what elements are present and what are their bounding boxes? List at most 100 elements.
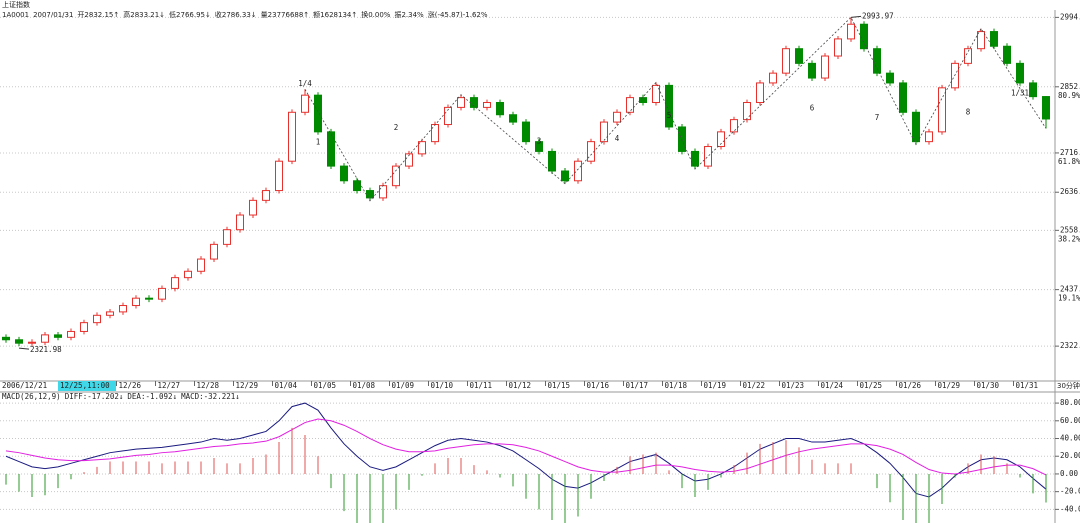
candle-body bbox=[1003, 45, 1011, 64]
candle bbox=[15, 336, 23, 347]
candle bbox=[691, 148, 699, 170]
candle bbox=[28, 339, 36, 347]
candle bbox=[730, 116, 738, 135]
macd-y-tick-label: 20.00 bbox=[1060, 451, 1080, 460]
candle bbox=[665, 82, 673, 130]
x-tick-label: 01/04 bbox=[275, 381, 298, 390]
candle bbox=[158, 285, 166, 303]
candle-body bbox=[470, 97, 478, 108]
candle-body bbox=[1016, 62, 1024, 84]
candle-body bbox=[392, 165, 400, 187]
candle-body bbox=[496, 102, 504, 116]
macd-y-tick-label: 60.00 bbox=[1060, 416, 1080, 425]
x-tick-label: 01/25 bbox=[860, 381, 883, 390]
candle bbox=[639, 94, 647, 106]
info-item: 收2786.33↓ bbox=[215, 10, 257, 19]
candle-body bbox=[704, 146, 712, 167]
candle bbox=[340, 163, 348, 184]
candle-body bbox=[912, 111, 920, 143]
candle bbox=[145, 295, 153, 303]
info-item: 低2766.95↓ bbox=[169, 10, 211, 19]
candle-body bbox=[626, 97, 634, 113]
candle bbox=[197, 256, 205, 275]
candle-body bbox=[821, 55, 829, 79]
x-tick-label: 01/30 bbox=[977, 381, 1000, 390]
x-tick-label: 01/15 bbox=[548, 381, 571, 390]
candle bbox=[41, 331, 49, 346]
high-pointer bbox=[850, 15, 862, 18]
x-tick-label: 01/29 bbox=[938, 381, 961, 390]
candle-body bbox=[756, 82, 764, 104]
candle bbox=[912, 109, 920, 145]
candle-body bbox=[873, 48, 881, 74]
candle-body bbox=[847, 23, 855, 40]
candle-body bbox=[379, 185, 387, 199]
wave-label: 1 bbox=[316, 138, 321, 147]
candle-body bbox=[301, 94, 309, 113]
macd-legend-arrow: ↓ bbox=[173, 392, 178, 401]
candle-body bbox=[405, 153, 413, 167]
candle-body bbox=[1029, 82, 1037, 98]
wave-label: 6 bbox=[810, 103, 815, 112]
macd-legend-value: -17.202 bbox=[87, 392, 119, 401]
candle bbox=[509, 111, 517, 126]
candle bbox=[210, 241, 218, 262]
x-tick-label: 01/05 bbox=[314, 381, 337, 390]
candle bbox=[496, 99, 504, 118]
x-tick-label: 12/29 bbox=[236, 381, 259, 390]
candle bbox=[392, 163, 400, 189]
candle-body bbox=[769, 72, 777, 84]
candle bbox=[769, 70, 777, 86]
info-item: 涨(-45.87)-1.62% bbox=[428, 10, 488, 19]
candle bbox=[262, 187, 270, 204]
candle bbox=[613, 109, 621, 126]
x-tick-label: 01/23 bbox=[782, 381, 805, 390]
candle-body bbox=[483, 102, 491, 108]
candle bbox=[678, 124, 686, 155]
info-item: 高2833.21↓ bbox=[123, 10, 165, 19]
candle bbox=[353, 177, 361, 194]
x-tick-label: 01/26 bbox=[899, 381, 922, 390]
x-tick-label: 01/22 bbox=[743, 381, 766, 390]
candle-body bbox=[132, 297, 140, 307]
candle bbox=[834, 35, 842, 59]
candle bbox=[80, 319, 88, 335]
percent-tick-label: 61.8% bbox=[1058, 157, 1080, 166]
candle-body bbox=[275, 160, 283, 192]
chart-title: 上证指数 bbox=[2, 0, 30, 9]
candle bbox=[756, 80, 764, 106]
x-tick-label: 12/27 bbox=[158, 381, 181, 390]
candle-body bbox=[743, 102, 751, 121]
x-tick-label: 01/08 bbox=[353, 381, 376, 390]
wave-label: 5 bbox=[667, 111, 672, 120]
candle-body bbox=[652, 84, 660, 104]
candle-body bbox=[236, 214, 244, 231]
x-tick-label: 01/24 bbox=[821, 381, 844, 390]
candle bbox=[236, 212, 244, 233]
candle bbox=[119, 302, 127, 315]
x-tick-label: 12/26 bbox=[119, 381, 142, 390]
macd-legend-value: -1.092 bbox=[145, 392, 172, 401]
candle-body bbox=[691, 150, 699, 167]
y-tick-label: 2994.0 bbox=[1060, 12, 1080, 21]
candle bbox=[938, 84, 946, 135]
info-item: 量23776688↑ bbox=[261, 11, 310, 19]
x-tick-label: 01/18 bbox=[665, 381, 688, 390]
macd-title: MACD(26,12,9) bbox=[2, 392, 61, 401]
candle bbox=[704, 143, 712, 170]
candle-body bbox=[522, 121, 530, 143]
period-label: 30分钟 bbox=[1057, 381, 1080, 390]
candle-body bbox=[41, 334, 49, 343]
candle-body bbox=[418, 141, 426, 155]
percent-tick-label: 38.2% bbox=[1058, 234, 1080, 243]
macd-legend-value: -32.221 bbox=[204, 392, 236, 401]
candle bbox=[275, 158, 283, 194]
candle-body bbox=[119, 305, 127, 313]
candle-body bbox=[262, 190, 270, 201]
candle bbox=[548, 148, 556, 174]
candle bbox=[535, 138, 543, 155]
wave-label: 2 bbox=[394, 123, 399, 132]
candle-body bbox=[613, 111, 621, 123]
candle bbox=[223, 226, 231, 248]
